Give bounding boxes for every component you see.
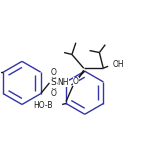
Text: O: O <box>50 89 56 98</box>
Text: O: O <box>50 68 56 77</box>
Text: S: S <box>50 78 56 87</box>
Text: NH: NH <box>58 78 69 87</box>
Text: OH: OH <box>113 60 125 69</box>
Text: HO-B: HO-B <box>33 101 52 110</box>
Text: O: O <box>73 77 79 87</box>
